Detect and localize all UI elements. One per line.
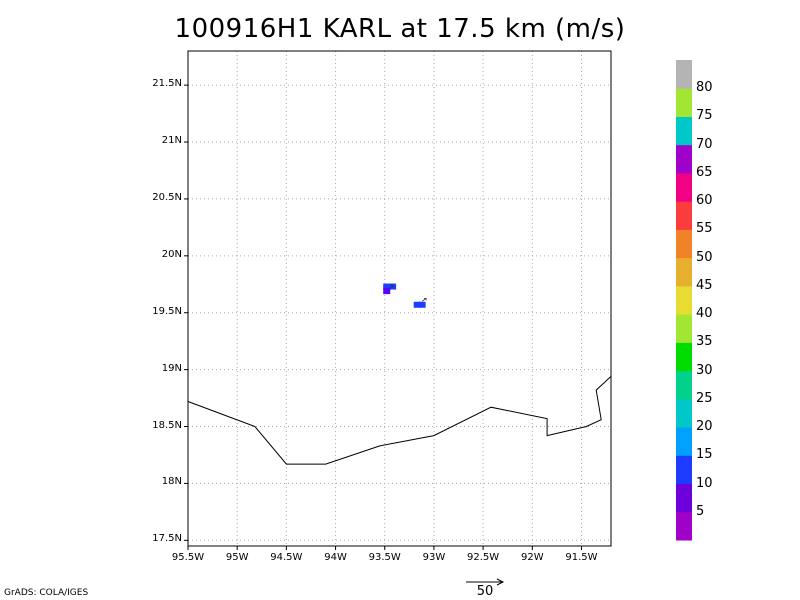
colorbar-label: 45 (696, 277, 713, 293)
coastline (187, 376, 612, 465)
colorbar (676, 60, 692, 541)
colorbar-swatch (676, 370, 692, 400)
x-tick-label: 92.5W (467, 552, 500, 563)
colorbar-swatch (676, 455, 692, 485)
colorbar-swatch (676, 427, 692, 456)
wind-vector (389, 284, 394, 290)
wind-speed-cell (418, 301, 426, 308)
y-tick-label: 18.5N (152, 419, 182, 431)
colorbar-label: 25 (696, 390, 713, 406)
credit-text: GrADS: COLA/IGES (4, 588, 89, 598)
colorbar-swatch (676, 201, 692, 230)
colorbar-swatch (676, 172, 692, 202)
colorbar-label: 75 (696, 108, 713, 124)
reference-arrow (466, 578, 505, 586)
reference-vector-arrow (466, 578, 505, 586)
colorbar-label: 60 (696, 193, 713, 209)
wind-vectors (389, 284, 427, 302)
colorbar-label: 15 (696, 447, 713, 463)
y-tick-label: 20.5N (152, 191, 182, 203)
y-tick-label: 20N (161, 248, 182, 260)
colorbar-label: 65 (696, 164, 713, 180)
x-tick-label: 95.5W (171, 552, 205, 563)
chart-title: 100916H1 KARL at 17.5 km (m/s) (174, 14, 626, 44)
colorbar-swatch (676, 116, 692, 146)
colorbar-label: 70 (696, 136, 713, 152)
x-tick-label: 93W (422, 552, 446, 563)
y-tick-label: 21.5N (152, 78, 182, 90)
colorbar-swatch (676, 511, 692, 541)
y-tick-label: 19.5N (152, 305, 182, 317)
colorbar-label: 50 (696, 249, 713, 265)
colorbar-swatch (676, 398, 692, 428)
wind-speed-cell (413, 301, 421, 308)
colorbar-swatch (676, 314, 692, 343)
wind-speed-cell (383, 288, 391, 295)
wind-vector (421, 297, 427, 302)
map-frame (187, 50, 612, 547)
y-tick-label: 18N (161, 476, 182, 488)
colorbar-swatch (676, 60, 692, 89)
colorbar-label: 20 (696, 419, 713, 435)
colorbar-label: 55 (696, 221, 713, 237)
colorbar-swatch (676, 483, 692, 513)
colorbar-swatch (676, 144, 692, 174)
colorbar-label: 10 (696, 475, 713, 491)
y-tick-label: 17.5N (152, 533, 182, 545)
colorbar-label: 30 (696, 362, 713, 378)
colorbar-label: 5 (696, 503, 705, 519)
colorbar-swatch (676, 88, 692, 117)
colorbar-swatch (676, 342, 692, 372)
x-tick-label: 92W (520, 552, 544, 563)
y-tick-label: 21N (161, 135, 182, 147)
colorbar-label: 35 (696, 334, 713, 350)
colorbar-swatch (676, 285, 692, 315)
grid-lines (184, 51, 611, 550)
colorbar-swatch (676, 257, 692, 287)
x-tick-label: 91.5W (565, 552, 598, 563)
colorbar-label: 80 (696, 80, 713, 96)
colorbar-swatch (676, 229, 692, 259)
wind-speed-cell (383, 283, 391, 290)
reference-vector-label: 50 (476, 584, 494, 599)
x-tick-label: 94W (324, 552, 347, 563)
colorbar-label: 40 (696, 306, 713, 322)
x-tick-label: 94.5W (270, 552, 303, 563)
x-tick-label: 93.5W (368, 552, 401, 563)
x-tick-label: 95W (225, 552, 249, 563)
y-tick-label: 19N (161, 362, 182, 374)
data-cells (383, 283, 426, 308)
